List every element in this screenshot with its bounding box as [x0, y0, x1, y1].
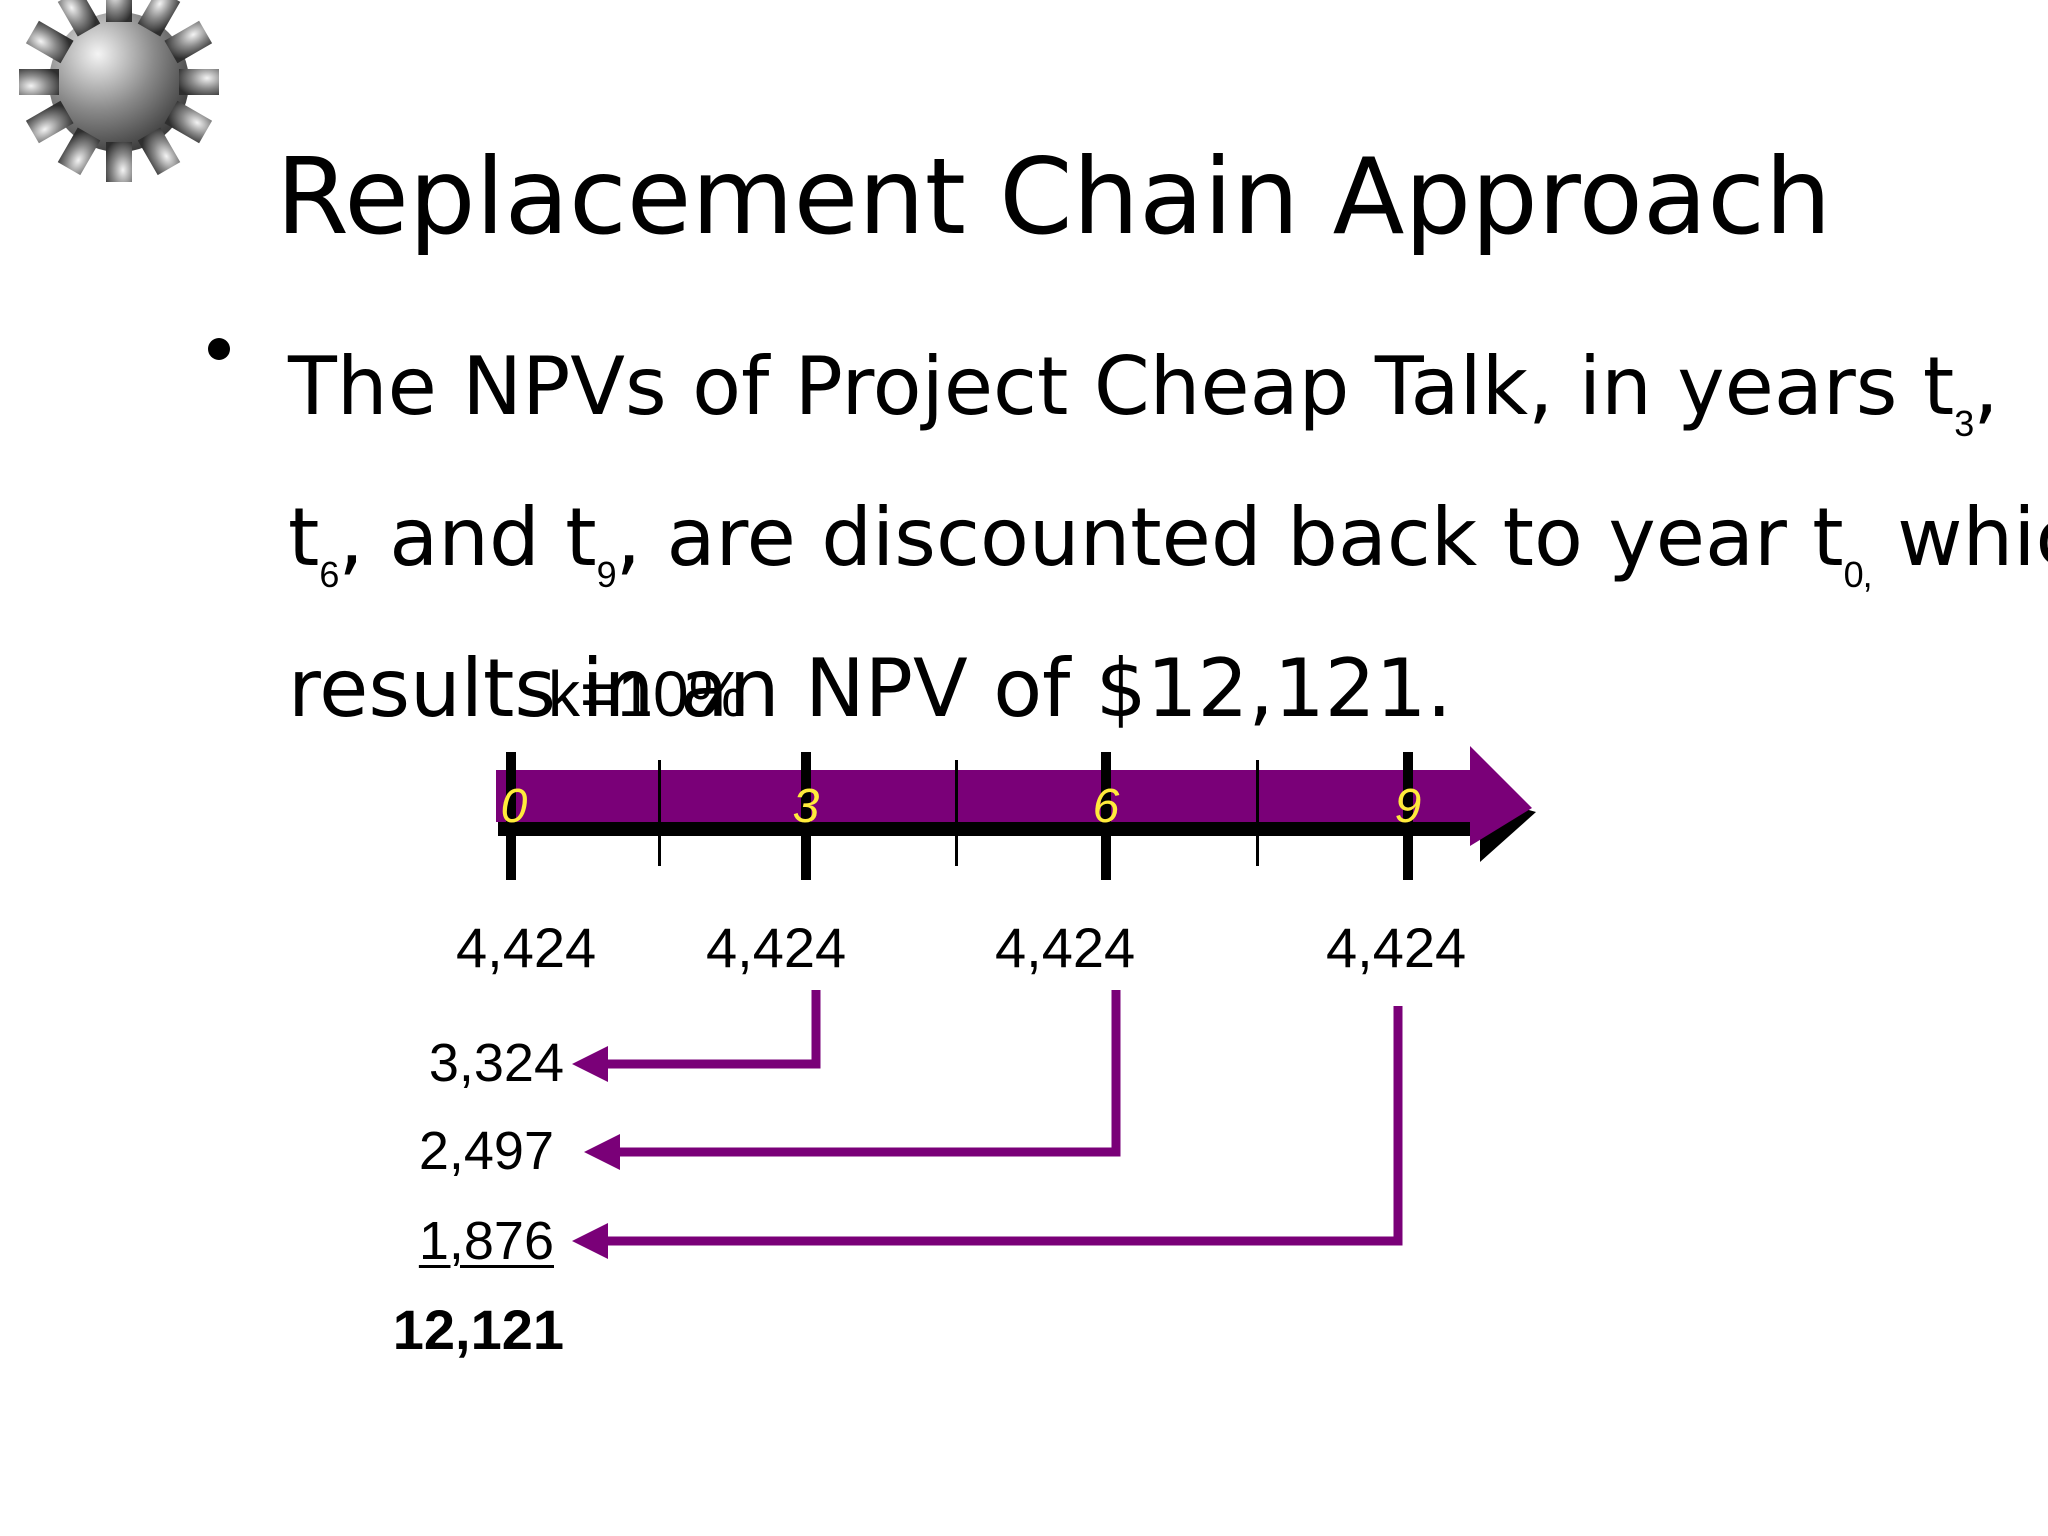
tick-6 [1101, 752, 1111, 880]
tick-9 [1403, 752, 1413, 880]
timeline-base-line [498, 822, 1488, 836]
npv-label: 4,424 [1326, 916, 1467, 979]
discounted-value: 1,876 [418, 1211, 554, 1271]
discounted-value: 2,497 [418, 1121, 554, 1181]
bullet-point [208, 338, 230, 360]
tick-3 [801, 752, 811, 880]
tick-0 [506, 752, 516, 880]
bullet-line-2: t6, and t9, are discounted back to year … [288, 491, 2048, 595]
npv-label: 4,424 [995, 916, 1136, 979]
arrowhead-t9 [572, 1223, 608, 1259]
minor-tick [955, 760, 958, 866]
bullet-line-3: results in an NPV of $12,121. [288, 642, 1452, 735]
npv-label: 4,424 [706, 916, 847, 979]
discount-arrow-t6 [610, 990, 1121, 1157]
period-label-9: 9 [1395, 780, 1422, 833]
timeline-arrow-body [496, 770, 1474, 822]
discount-rate-label: k=10% [548, 658, 746, 730]
gear-icon [19, 0, 219, 182]
discount-arrow-t9 [600, 1006, 1403, 1246]
discounted-value: 3,324 [428, 1033, 564, 1093]
bullet-line-1: The NPVs of Project Cheap Talk, in years… [288, 340, 1999, 444]
arrowhead-t3 [572, 1046, 608, 1082]
bullet-text: The NPVs of Project Cheap Talk, in years… [288, 330, 2048, 746]
npv-label: 4,424 [456, 916, 597, 979]
period-label-6: 6 [1093, 780, 1120, 833]
total-npv: 12,121 [392, 1298, 564, 1361]
discount-arrow-t3 [602, 990, 821, 1069]
timeline-arrow-head [1470, 746, 1532, 846]
minor-tick [1256, 760, 1259, 866]
arrowhead-t6 [584, 1134, 620, 1170]
page-title: Replacement Chain Approach [276, 136, 1832, 258]
minor-tick [658, 760, 661, 866]
period-label-3: 3 [793, 780, 820, 833]
period-label-0: 0 [501, 780, 528, 833]
